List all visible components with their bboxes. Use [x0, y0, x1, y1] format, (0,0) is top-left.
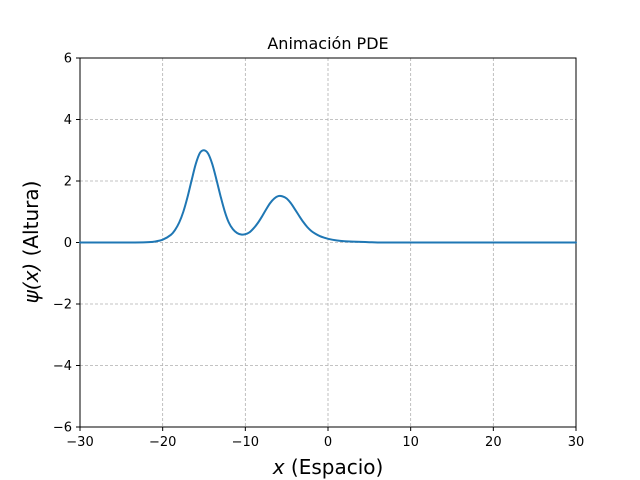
x-axis-label-text: (Espacio) — [285, 455, 384, 479]
x-tick-label: −10 — [232, 435, 259, 450]
y-tick-label: 2 — [64, 175, 72, 190]
x-tick-label: 10 — [402, 435, 419, 450]
y-axis-label-text: (Altura) — [19, 181, 43, 263]
x-tick-label: 0 — [324, 435, 332, 450]
x-tick-label: −30 — [66, 435, 93, 450]
y-tick-label: 4 — [64, 113, 72, 128]
y-axis-label-math: ψ(x) — [19, 263, 43, 304]
x-tick-label: 20 — [485, 435, 502, 450]
y-tick-label: −2 — [53, 298, 72, 313]
y-axis-label: ψ(x) (Altura) — [19, 181, 43, 304]
x-axis-label-math: x — [272, 455, 285, 479]
chart-title: Animación PDE — [267, 34, 388, 53]
series-line — [79, 149, 577, 244]
x-tick-label: 30 — [568, 435, 585, 450]
y-tick-label: 6 — [64, 52, 72, 67]
x-tick-label: −20 — [149, 435, 176, 450]
y-tick-label: −4 — [53, 359, 72, 374]
x-axis-label: x (Espacio) — [272, 455, 384, 479]
y-tick-label: 0 — [64, 236, 72, 251]
y-tick-label: −6 — [53, 421, 72, 436]
